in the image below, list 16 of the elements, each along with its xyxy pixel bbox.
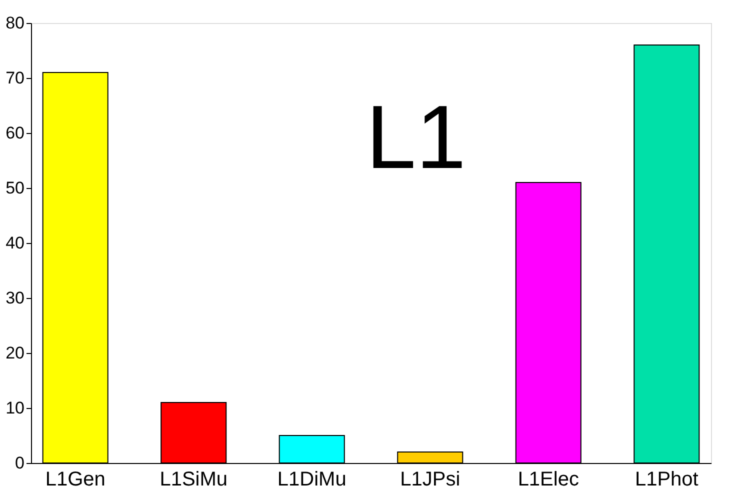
- x-tick-label: L1Gen: [45, 468, 106, 490]
- annotation: L1: [366, 88, 466, 188]
- y-tick-label: 10: [6, 398, 24, 418]
- y-tick-label: 20: [6, 344, 24, 362]
- y-tick-label: 0: [15, 454, 24, 472]
- x-tick-label: L1Elec: [518, 468, 579, 490]
- y-tick-label: 80: [6, 14, 24, 32]
- y-tick-label: 70: [6, 68, 24, 88]
- y-tick-label: 60: [6, 124, 24, 142]
- x-tick-label: L1SiMu: [160, 468, 228, 490]
- y-tick-label: 30: [6, 288, 24, 308]
- y-tick-label: 50: [6, 178, 24, 198]
- x-tick-label: L1Phot: [634, 468, 699, 490]
- x-tick-label: L1DiMu: [277, 468, 346, 490]
- x-tick-label: L1JPsi: [400, 468, 460, 490]
- y-tick-label: 40: [6, 234, 24, 252]
